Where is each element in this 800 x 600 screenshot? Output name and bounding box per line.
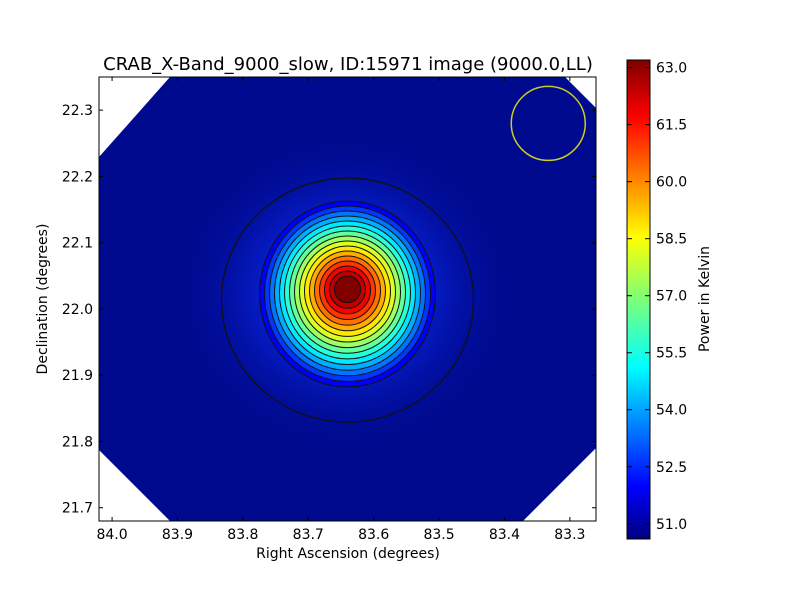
y-tick-label: 22.0 <box>62 302 93 318</box>
colorbar-tick-label: 54.0 <box>656 403 687 419</box>
colorbar-tick-label: 52.5 <box>656 460 687 476</box>
x-axis-ticks: 84.0 83.9 83.8 83.7 83.6 83.5 83.4 83.3 <box>96 77 585 543</box>
x-tick-label: 83.8 <box>227 527 258 543</box>
plot-area <box>99 77 596 521</box>
colorbar <box>626 59 651 540</box>
y-axis-ticks: 21.7 21.8 21.9 22.0 22.1 22.2 22.3 <box>62 103 596 517</box>
plot-frame <box>98 76 597 522</box>
y-axis-label: Declination (degrees) <box>35 224 51 375</box>
colorbar-tick-label: 55.5 <box>656 346 687 362</box>
colorbar-tick-label: 60.0 <box>656 175 687 191</box>
x-tick-label: 83.6 <box>358 527 389 543</box>
y-tick-label: 22.1 <box>62 236 93 252</box>
x-tick-label: 83.3 <box>554 527 585 543</box>
beam-circle <box>510 85 587 162</box>
x-tick-label: 83.5 <box>423 527 454 543</box>
x-tick-label: 83.4 <box>489 527 520 543</box>
y-tick-label: 22.3 <box>62 103 93 119</box>
colorbar-tick-label: 58.5 <box>656 232 687 248</box>
contour-levels <box>220 177 475 423</box>
chart-title: CRAB_X-Band_9000_slow, ID:15971 image (9… <box>103 54 593 75</box>
colorbar-tick-label: 61.5 <box>656 118 687 134</box>
x-tick-label: 83.9 <box>162 527 193 543</box>
colorbar-label: Power in Kelvin <box>697 246 713 352</box>
colorbar-tick-label: 63.0 <box>656 61 687 77</box>
contour-band <box>334 275 361 304</box>
y-tick-label: 22.2 <box>62 169 93 185</box>
y-tick-label: 21.7 <box>62 501 93 517</box>
colorbar-tick-label: 57.0 <box>656 289 687 305</box>
y-tick-label: 21.8 <box>62 434 93 450</box>
colorbar-tick-label: 51.0 <box>656 517 687 533</box>
y-tick-label: 21.9 <box>62 368 93 384</box>
outer-contour <box>220 177 475 423</box>
colorbar-ticks: 51.0 52.5 54.0 55.5 57.0 58.5 60.0 61.5 63.0 <box>627 61 687 533</box>
x-tick-label: 84.0 <box>96 527 127 543</box>
x-axis-label: Right Ascension (degrees) <box>256 546 440 562</box>
x-tick-label: 83.7 <box>293 527 324 543</box>
